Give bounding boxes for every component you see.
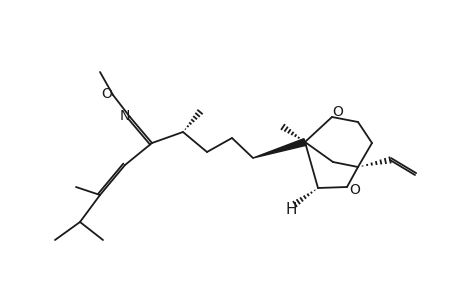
- Polygon shape: [252, 139, 305, 158]
- Text: O: O: [332, 105, 343, 119]
- Text: O: O: [101, 87, 112, 101]
- Text: H: H: [285, 202, 296, 217]
- Text: O: O: [349, 183, 360, 197]
- Text: N: N: [119, 109, 130, 123]
